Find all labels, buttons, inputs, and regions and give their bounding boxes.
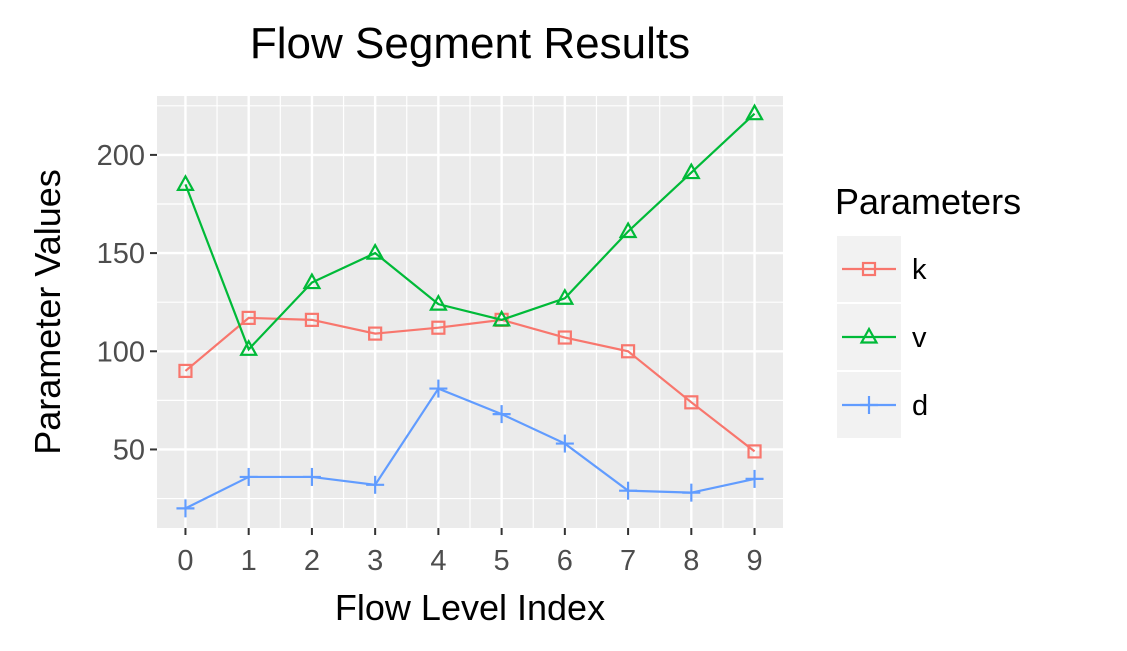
data-point-d — [682, 483, 701, 502]
x-tick-label: 5 — [494, 545, 510, 577]
x-tick-label: 8 — [683, 545, 699, 577]
legend-key-marker — [860, 396, 878, 414]
chart-title: Flow Segment Results — [250, 19, 690, 68]
data-point-d — [429, 379, 448, 398]
data-point-v — [618, 221, 638, 239]
legend-label: k — [912, 254, 927, 286]
data-point-k — [304, 312, 320, 327]
data-point-v — [555, 287, 575, 305]
data-point-k — [368, 326, 383, 341]
data-point-d — [176, 499, 195, 518]
x-tick-label: 2 — [304, 545, 320, 577]
data-point-d — [619, 481, 638, 500]
legend-item-v: v — [837, 304, 927, 370]
series-line-k — [184, 316, 756, 453]
data-point-d — [239, 467, 258, 486]
major-gridlines — [157, 96, 783, 528]
legend: Parameters k v d — [835, 181, 1021, 438]
data-point-k — [620, 344, 636, 359]
series-line-v — [184, 112, 756, 352]
data-point-k — [241, 310, 256, 325]
x-axis-title: Flow Level Index — [335, 587, 605, 628]
data-point-v — [302, 272, 322, 290]
y-tick-label: 150 — [97, 238, 145, 270]
data-point-k — [684, 395, 699, 410]
y-tick-label: 50 — [113, 434, 145, 466]
legend-item-k: k — [837, 236, 927, 302]
legend-label: v — [912, 322, 927, 354]
data-point-v — [365, 242, 385, 260]
legend-item-d: d — [837, 372, 928, 438]
series-layer — [176, 103, 764, 518]
data-point-d — [302, 467, 321, 486]
x-tick-label: 6 — [557, 545, 573, 577]
data-point-v — [239, 339, 259, 356]
data-point-k — [178, 363, 193, 379]
data-point-k — [557, 330, 572, 345]
x-tick-label: 7 — [620, 545, 636, 577]
data-point-v — [681, 162, 701, 180]
data-point-v — [429, 293, 448, 311]
data-point-v — [492, 309, 511, 327]
legend-label: d — [912, 390, 928, 422]
x-tick-label: 9 — [746, 545, 762, 577]
series-k — [178, 310, 762, 459]
data-point-k — [431, 320, 446, 335]
y-tick-label: 200 — [97, 140, 145, 172]
data-point-k — [747, 444, 762, 459]
series-line-d — [184, 387, 755, 510]
y-axis-title: Parameter Values — [27, 169, 68, 454]
series-v — [176, 103, 764, 356]
series-d — [176, 379, 764, 518]
data-point-v — [745, 103, 764, 121]
x-tick-label: 0 — [177, 545, 193, 577]
data-point-v — [176, 174, 195, 191]
legend-title: Parameters — [835, 181, 1021, 222]
legend-key-marker — [859, 326, 879, 344]
y-tick-label: 100 — [97, 336, 145, 368]
x-tick-label: 4 — [430, 545, 446, 577]
data-point-d — [745, 469, 764, 488]
legend-key-marker — [861, 261, 877, 277]
axes: 0 1 2 3 4 5 6 7 8 9 50 100 150 200 — [97, 140, 763, 577]
data-point-d — [492, 405, 511, 424]
data-point-d — [366, 475, 385, 494]
x-tick-label: 3 — [367, 545, 383, 577]
data-point-d — [555, 434, 574, 453]
x-tick-label: 1 — [241, 545, 257, 577]
